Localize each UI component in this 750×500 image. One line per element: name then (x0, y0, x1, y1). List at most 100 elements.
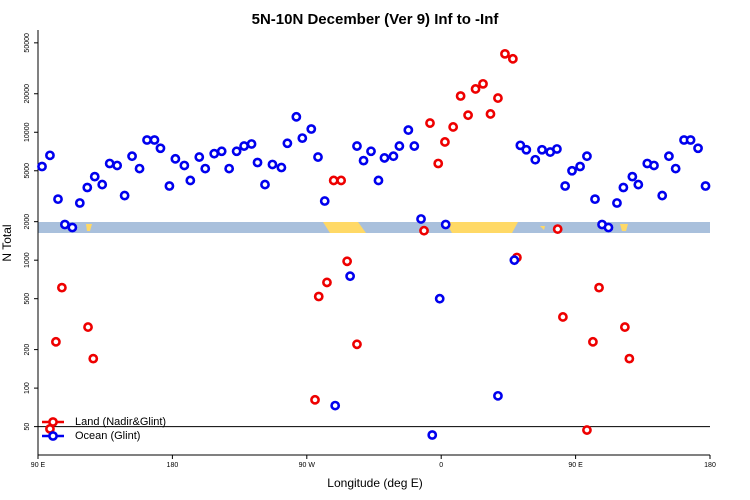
data-point (624, 353, 635, 364)
legend-label: Ocean (Glint) (75, 430, 140, 442)
data-point (104, 158, 115, 169)
data-point (419, 225, 429, 236)
data-point (352, 339, 362, 350)
data-point (440, 137, 450, 147)
data-point (142, 135, 152, 145)
data-point (567, 165, 577, 176)
data-point (463, 110, 473, 121)
data-point (403, 125, 414, 135)
data-point (515, 140, 526, 151)
data-point (670, 163, 681, 174)
data-point (82, 182, 93, 193)
data-point (649, 160, 659, 171)
data-point (433, 158, 444, 169)
data-point (185, 175, 196, 186)
data-point (319, 196, 330, 206)
data-point (155, 143, 166, 154)
x-tick-label: 0 (439, 462, 443, 469)
x-tick-label: 180 (167, 462, 179, 469)
x-tick-label: 180 (704, 462, 716, 469)
y-tick-label: 200 (24, 344, 31, 356)
data-point (425, 118, 435, 128)
data-point (582, 151, 592, 162)
data-point (83, 322, 93, 332)
data-point (313, 291, 324, 302)
x-tick-label: 90 E (31, 462, 46, 469)
data-point (448, 122, 459, 132)
data-point (416, 214, 426, 224)
data-point (88, 353, 99, 364)
data-point (352, 141, 362, 151)
data-point (89, 171, 100, 182)
data-point (558, 312, 568, 322)
x-tick-label: 90 E (568, 462, 583, 469)
data-point (336, 175, 347, 186)
data-point (345, 271, 356, 282)
data-point (366, 146, 376, 157)
data-point (322, 277, 332, 288)
data-point (560, 181, 571, 191)
data-point (358, 155, 369, 166)
data-point (252, 157, 263, 168)
data-point (127, 151, 137, 162)
data-point (239, 141, 249, 151)
data-point (588, 336, 598, 347)
data-point (119, 190, 130, 201)
data-point (590, 194, 600, 205)
data-point (507, 53, 518, 64)
data-point (67, 222, 78, 233)
data-point (434, 293, 445, 304)
data-point (530, 154, 541, 165)
data-point (657, 190, 668, 201)
y-tick-label: 1000 (24, 252, 31, 268)
legend-marker (48, 431, 58, 441)
y-tick-label: 500 (24, 293, 31, 305)
data-point (700, 181, 711, 191)
y-tick-label: 2000 (24, 214, 31, 230)
data-point (594, 282, 604, 293)
chart-title: 5N-10N December (Ver 9) Inf to -Inf (252, 11, 500, 28)
data-point (500, 48, 510, 59)
data-point (149, 135, 160, 145)
data-point (164, 181, 175, 191)
data-point (693, 143, 703, 154)
data-point (478, 78, 488, 89)
data-point (537, 144, 547, 155)
data-point (297, 133, 308, 144)
data-point (552, 144, 562, 154)
data-point (224, 163, 235, 174)
data-point (379, 153, 390, 163)
data-point (112, 160, 123, 171)
data-point (209, 148, 220, 159)
data-point (291, 111, 302, 122)
data-point (612, 198, 622, 208)
x-tick-label: 90 W (299, 462, 316, 469)
data-point (282, 138, 293, 149)
data-point (521, 144, 532, 155)
data-point (59, 219, 70, 230)
data-point (45, 150, 55, 161)
y-tick-label: 50000 (24, 33, 31, 53)
data-point (373, 175, 384, 186)
data-point (575, 161, 585, 172)
y-tick-label: 100 (24, 382, 31, 394)
y-tick-label: 5000 (24, 163, 31, 179)
data-point (56, 282, 67, 293)
data-point (194, 152, 205, 162)
data-point (394, 141, 405, 151)
y-tick-label: 10000 (24, 122, 31, 142)
data-point (51, 336, 61, 347)
data-point (582, 425, 592, 435)
data-point (310, 394, 320, 405)
data-point (306, 124, 317, 134)
data-point (313, 152, 323, 162)
data-point (53, 194, 63, 205)
data-point (267, 159, 278, 170)
data-point (260, 179, 270, 190)
data-point (619, 322, 630, 332)
data-point (170, 153, 181, 164)
data-point (440, 219, 451, 230)
data-point (633, 179, 644, 190)
data-point (342, 256, 353, 267)
data-point (493, 390, 503, 401)
